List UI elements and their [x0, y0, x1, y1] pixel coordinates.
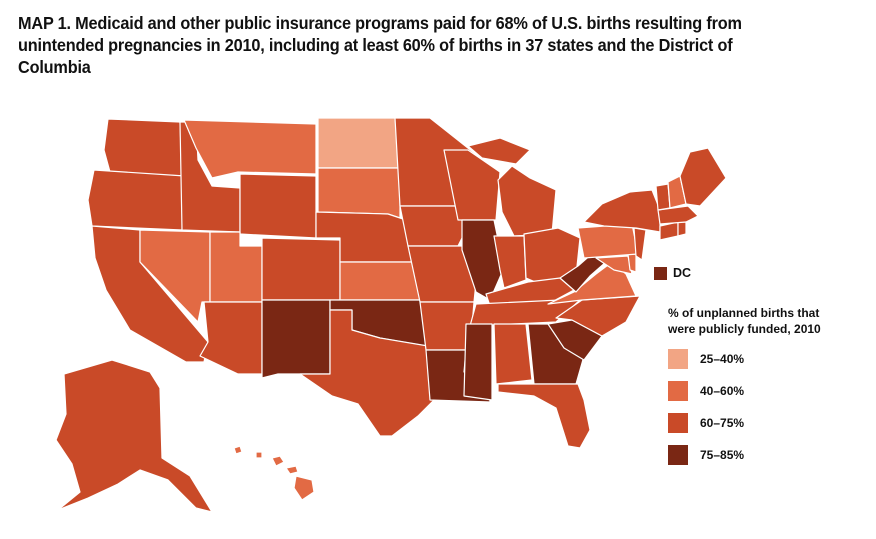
state-KS [339, 261, 421, 301]
legend-swatch [668, 349, 688, 369]
state-MD [595, 255, 633, 275]
legend-item: 40–60% [668, 381, 868, 401]
state-SD [317, 167, 401, 219]
state-NY [583, 189, 661, 233]
state-NJ [633, 227, 647, 261]
legend-swatch [668, 445, 688, 465]
state-IN [493, 235, 527, 289]
state-MS [463, 323, 493, 401]
state-AZ [199, 301, 263, 375]
state-MA [657, 205, 699, 225]
legend-item: 75–85% [668, 445, 868, 465]
legend-item-label: 75–85% [700, 448, 745, 462]
legend-title: % of unplanned births that were publicly… [668, 305, 868, 337]
legend-item-label: 25–40% [700, 352, 745, 366]
state-ME [679, 147, 727, 207]
dc-marker: DC [654, 266, 691, 280]
state-WA [103, 118, 183, 177]
state-CT [659, 221, 679, 241]
state-TX [299, 309, 435, 437]
legend: % of unplanned births that were publicly… [668, 305, 868, 465]
state-NM [261, 299, 331, 379]
state-HI [233, 445, 315, 501]
state-CO [261, 237, 341, 301]
legend-item: 60–75% [668, 413, 868, 433]
state-WY [239, 173, 317, 239]
state-MO [407, 245, 477, 303]
state-MT [183, 119, 317, 179]
legend-item-label: 40–60% [700, 384, 745, 398]
state-ND [317, 117, 401, 169]
dc-swatch [654, 266, 667, 280]
state-UT [209, 231, 263, 303]
state-SC [547, 319, 603, 361]
legend-swatch [668, 381, 688, 401]
legend-item: 25–40% [668, 349, 868, 369]
state-MI [467, 137, 557, 237]
dc-label: DC [673, 266, 692, 280]
state-AL [493, 323, 533, 385]
legend-item-label: 60–75% [700, 416, 745, 430]
legend-title-line1: % of unplanned births that [668, 306, 820, 320]
state-FL [497, 383, 591, 449]
state-RI [677, 221, 687, 237]
legend-title-line2: were publicly funded, 2010 [668, 322, 821, 336]
state-OR [87, 169, 186, 231]
state-WI [443, 149, 501, 221]
state-AK [55, 359, 213, 513]
state-PA [577, 223, 639, 259]
map-title: MAP 1. Medicaid and other public insuran… [18, 13, 742, 77]
legend-swatch [668, 413, 688, 433]
